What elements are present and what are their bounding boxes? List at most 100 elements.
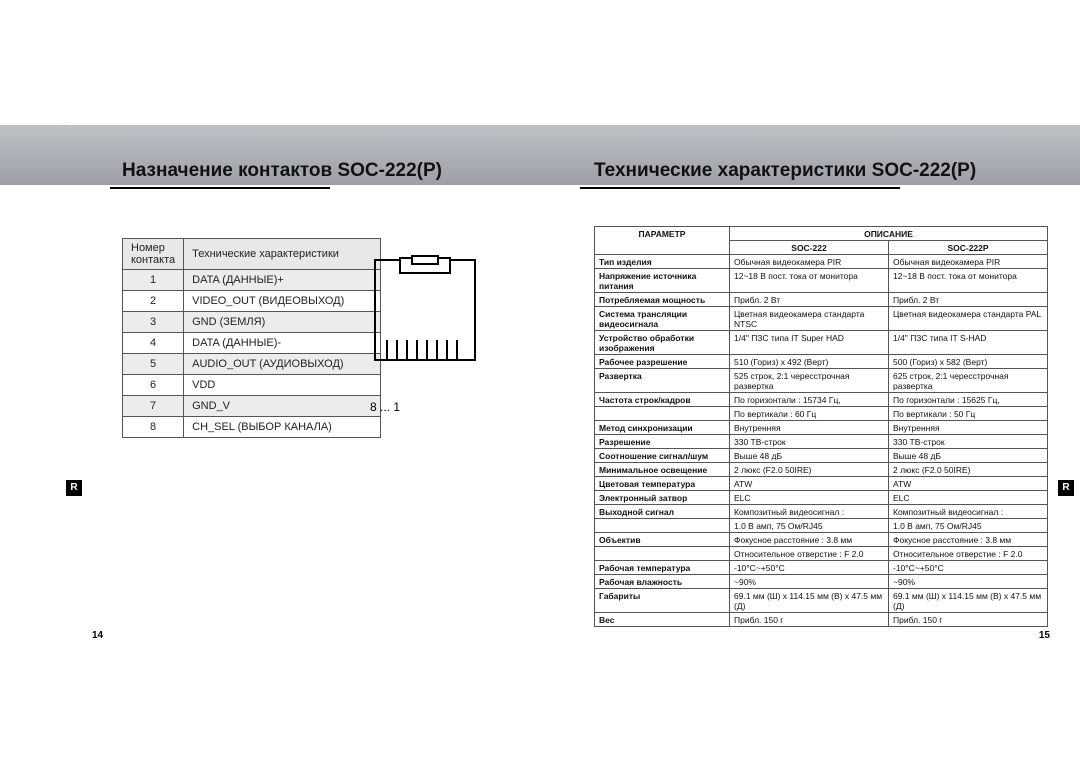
spec-value-1: Внутренняя — [730, 421, 889, 435]
pin-assignment-table: Номер контакта Технические характеристик… — [122, 238, 381, 438]
table-row: Устройство обработки изображения1/4" ПЗС… — [595, 331, 1048, 355]
spec-param: Метод синхронизации — [595, 421, 730, 435]
table-row: Цветовая температураATWATW — [595, 477, 1048, 491]
spec-value-1: 1.0 В амп, 75 Ом/RJ45 — [730, 519, 889, 533]
table-row: ОбъективФокусное расстояние : 3.8 ммФоку… — [595, 533, 1048, 547]
spec-param: Цветовая температура — [595, 477, 730, 491]
spec-param: Устройство обработки изображения — [595, 331, 730, 355]
spec-value-1: Обычная видеокамера PIR — [730, 255, 889, 269]
spec-value-1: 330 ТВ-строк — [730, 435, 889, 449]
title-underline-left — [110, 187, 330, 189]
spec-param: Развертка — [595, 369, 730, 393]
spec-param — [595, 547, 730, 561]
table-row: Минимальное освещение2 люкс (F2.0 50IRE)… — [595, 463, 1048, 477]
spec-param: Разрешение — [595, 435, 730, 449]
spec-header-param: ПАРАМЕТР — [595, 227, 730, 255]
spec-col-2: SOC-222P — [889, 241, 1048, 255]
side-tab-left: R — [66, 480, 82, 496]
table-row: Развертка525 строк, 2:1 чересстрочная ра… — [595, 369, 1048, 393]
spec-value-2: Обычная видеокамера PIR — [889, 255, 1048, 269]
spec-param: Выходной сигнал — [595, 505, 730, 519]
spec-value-2: Прибл. 150 г — [889, 613, 1048, 627]
spec-value-1: 2 люкс (F2.0 50IRE) — [730, 463, 889, 477]
spec-value-1: Прибл. 2 Вт — [730, 293, 889, 307]
spec-value-2: Внутренняя — [889, 421, 1048, 435]
spec-value-1: Относительное отверстие : F 2.0 — [730, 547, 889, 561]
spec-param: Напряжение источника питания — [595, 269, 730, 293]
table-row: Тип изделияОбычная видеокамера PIRОбычна… — [595, 255, 1048, 269]
spec-param — [595, 519, 730, 533]
spec-value-2: Фокусное расстояние : 3.8 мм — [889, 533, 1048, 547]
spec-header-desc: ОПИСАНИЕ — [730, 227, 1048, 241]
title-left: Назначение контактов SOC-222(P) — [122, 160, 442, 182]
table-row: Соотношение сигнал/шумВыше 48 дБВыше 48 … — [595, 449, 1048, 463]
spec-param: Вес — [595, 613, 730, 627]
spec-value-1: ATW — [730, 477, 889, 491]
spec-param: Система трансляции видеосигнала — [595, 307, 730, 331]
table-row: Рабочая температура-10°C~+50°C-10°C~+50°… — [595, 561, 1048, 575]
page-number-left: 14 — [92, 630, 103, 641]
table-row: Электронный затворELCELC — [595, 491, 1048, 505]
spec-value-2: 2 люкс (F2.0 50IRE) — [889, 463, 1048, 477]
spec-value-1: ~90% — [730, 575, 889, 589]
spec-param: Соотношение сигнал/шум — [595, 449, 730, 463]
document-spread: Назначение контактов SOC-222(P) Техничес… — [0, 0, 1080, 763]
spec-param: Частота строк/кадров — [595, 393, 730, 407]
spec-value-2: 500 (Гориз) x 582 (Верт) — [889, 355, 1048, 369]
spec-value-2: ELC — [889, 491, 1048, 505]
spec-value-1: По вертикали : 60 Гц — [730, 407, 889, 421]
spec-value-2: Относительное отверстие : F 2.0 — [889, 547, 1048, 561]
rj45-pin-label: 8 ... 1 — [370, 400, 400, 414]
spec-value-1: 525 строк, 2:1 чересстрочная развертка — [730, 369, 889, 393]
spec-value-2: Выше 48 дБ — [889, 449, 1048, 463]
spec-value-1: Выше 48 дБ — [730, 449, 889, 463]
table-row: ВесПрибл. 150 гПрибл. 150 г — [595, 613, 1048, 627]
spec-param: Минимальное освещение — [595, 463, 730, 477]
spec-value-2: 1/4" ПЗС типа IT S-HAD — [889, 331, 1048, 355]
spec-param: Рабочее разрешение — [595, 355, 730, 369]
spec-value-1: Фокусное расстояние : 3.8 мм — [730, 533, 889, 547]
table-row: 4DATA (ДАННЫЕ)- — [123, 333, 381, 354]
title-right: Технические характеристики SOC-222(P) — [594, 160, 976, 182]
table-row: Выходной сигналКомпозитный видеосигнал :… — [595, 505, 1048, 519]
table-row: 8CH_SEL (ВЫБОР КАНАЛА) — [123, 417, 381, 438]
table-row: Рабочая влажность~90%~90% — [595, 575, 1048, 589]
table-row: 2VIDEO_OUT (ВИДЕОВЫХОД) — [123, 291, 381, 312]
spec-value-1: 1/4" ПЗС типа IT Super HAD — [730, 331, 889, 355]
spec-value-2: 12~18 В пост. тока от монитора — [889, 269, 1048, 293]
spec-value-2: Цветная видеокамера стандарта PAL — [889, 307, 1048, 331]
spec-param — [595, 407, 730, 421]
spec-value-2: 625 строк, 2:1 чересстрочная развертка — [889, 369, 1048, 393]
spec-value-2: По горизонтали : 15625 Гц, — [889, 393, 1048, 407]
spec-value-2: 69.1 мм (Ш) x 114.15 мм (В) x 47.5 мм (Д… — [889, 589, 1048, 613]
spec-value-1: 69.1 мм (Ш) x 114.15 мм (В) x 47.5 мм (Д… — [730, 589, 889, 613]
table-row: Рабочее разрешение510 (Гориз) x 492 (Вер… — [595, 355, 1048, 369]
spec-value-1: 12~18 В пост. тока от монитора — [730, 269, 889, 293]
spec-value-2: 330 ТВ-строк — [889, 435, 1048, 449]
pin-header-num: Номер контакта — [123, 239, 184, 270]
spec-value-1: Прибл. 150 г — [730, 613, 889, 627]
rj45-connector-icon — [370, 255, 480, 390]
table-row: Напряжение источника питания12~18 В пост… — [595, 269, 1048, 293]
table-row: 1.0 В амп, 75 Ом/RJ451.0 В амп, 75 Ом/RJ… — [595, 519, 1048, 533]
spec-value-2: По вертикали : 50 Гц — [889, 407, 1048, 421]
spec-value-1: По горизонтали : 15734 Гц, — [730, 393, 889, 407]
table-row: 6VDD — [123, 375, 381, 396]
spec-value-2: ATW — [889, 477, 1048, 491]
pin-header-spec: Технические характеристики — [184, 239, 381, 270]
title-underline-right — [580, 187, 900, 189]
table-row: Метод синхронизацииВнутренняяВнутренняя — [595, 421, 1048, 435]
spec-table: ПАРАМЕТР ОПИСАНИЕ SOC-222 SOC-222P Тип и… — [594, 226, 1048, 627]
table-row: Относительное отверстие : F 2.0Относител… — [595, 547, 1048, 561]
table-row: Габариты69.1 мм (Ш) x 114.15 мм (В) x 47… — [595, 589, 1048, 613]
spec-value-1: 510 (Гориз) x 492 (Верт) — [730, 355, 889, 369]
spec-param: Рабочая температура — [595, 561, 730, 575]
spec-param: Рабочая влажность — [595, 575, 730, 589]
table-row: По вертикали : 60 ГцПо вертикали : 50 Гц — [595, 407, 1048, 421]
spec-value-2: -10°C~+50°C — [889, 561, 1048, 575]
table-row: 7GND_V — [123, 396, 381, 417]
table-row: Частота строк/кадровПо горизонтали : 157… — [595, 393, 1048, 407]
spec-value-2: 1.0 В амп, 75 Ом/RJ45 — [889, 519, 1048, 533]
spec-param: Электронный затвор — [595, 491, 730, 505]
table-row: 3GND (ЗЕМЛЯ) — [123, 312, 381, 333]
